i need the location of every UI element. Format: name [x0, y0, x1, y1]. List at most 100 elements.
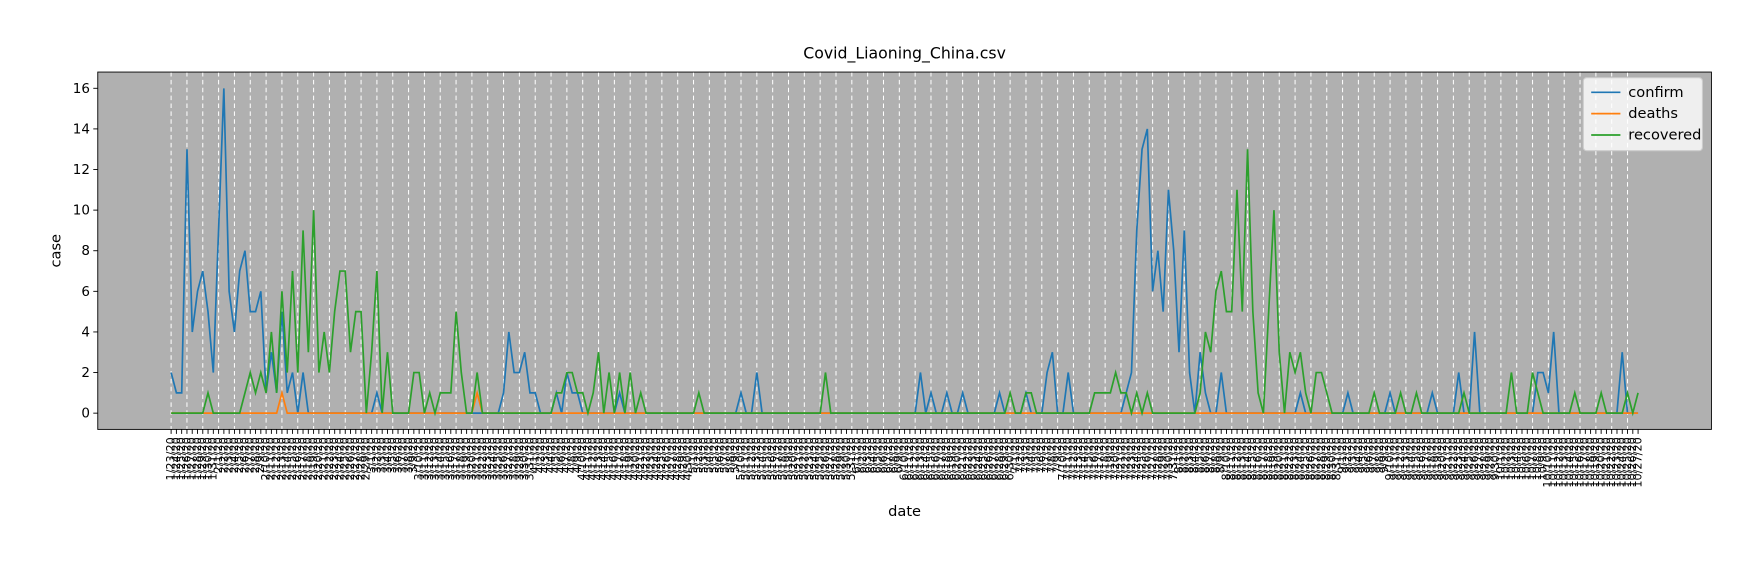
x-tick-label: 7/19/20 — [1104, 437, 1117, 480]
x-tick-label: 4/6/20 — [555, 437, 568, 473]
x-tick-label: 9/19/20 — [1431, 437, 1444, 480]
x-tick-label: 2/24/20 — [333, 437, 346, 480]
x-tick-label: 10/25/20 — [1621, 437, 1634, 487]
x-tick-label: 3/2/20 — [370, 437, 383, 473]
x-tick-label: 6/30/20 — [1004, 437, 1017, 480]
y-tick-label: 2 — [81, 365, 90, 381]
x-tick-label: 7/9/20 — [1051, 437, 1064, 473]
x-tick-label: 10/13/20 — [1558, 437, 1571, 487]
x-tick-label: 1/23/20 — [164, 437, 177, 480]
x-tick-label: 3/19/20 — [460, 437, 473, 480]
x-tick-label: 9/5/20 — [1357, 437, 1370, 473]
x-tick-label: 6/1/20 — [850, 437, 863, 473]
x-tick-label: 2/22/20 — [323, 437, 336, 480]
x-tick-label: 7/22/20 — [1120, 437, 1133, 480]
x-tick-label: 6/14/20 — [919, 437, 932, 480]
x-tick-label: 9/4/20 — [1352, 437, 1365, 473]
x-tick-label: 10/26/20 — [1626, 437, 1639, 487]
x-tick-label: 6/4/20 — [866, 437, 879, 473]
x-tick-label: 4/5/20 — [550, 437, 563, 473]
x-tick-label: 7/27/20 — [1146, 437, 1159, 480]
x-tick-label: 6/9/20 — [893, 437, 906, 473]
x-tick-label: 8/27/20 — [1310, 437, 1323, 480]
x-tick-label: 7/26/20 — [1141, 437, 1154, 480]
x-tick-label: 2/21/20 — [318, 437, 331, 480]
x-tick-label: 6/27/20 — [988, 437, 1001, 480]
x-tick-label: 8/26/20 — [1304, 437, 1317, 480]
x-tick-label: 4/7/20 — [560, 437, 573, 473]
x-tick-label: 3/23/20 — [481, 437, 494, 480]
x-tick-label: 3/10/20 — [412, 437, 425, 480]
x-tick-label: 10/7/20 — [1526, 437, 1539, 480]
x-tick-label: 10/18/20 — [1584, 437, 1597, 487]
x-tick-label: 3/21/20 — [471, 437, 484, 480]
x-tick-label: 9/7/20 — [1368, 437, 1381, 473]
x-tick-label: 9/13/20 — [1399, 437, 1412, 480]
x-tick-label: 8/10/20 — [1220, 437, 1233, 480]
x-tick-label: 5/13/20 — [750, 437, 763, 480]
x-tick-label: 6/6/20 — [877, 437, 890, 473]
x-tick-label: 7/10/20 — [1056, 437, 1069, 480]
x-tick-label: 3/18/20 — [455, 437, 468, 480]
x-tick-label: 4/14/20 — [597, 437, 610, 480]
x-tick-label: 4/25/20 — [655, 437, 668, 480]
x-tick-label: 5/8/20 — [724, 437, 737, 473]
x-tick-label: 5/29/20 — [835, 437, 848, 480]
x-tick-label: 9/24/20 — [1457, 437, 1470, 480]
x-tick-label: 8/7/20 — [1204, 437, 1217, 473]
x-tick-label: 3/13/20 — [428, 437, 441, 480]
x-tick-label: 5/3/20 — [697, 437, 710, 473]
x-tick-label: 10/14/20 — [1563, 437, 1576, 487]
x-tick-label: 8/28/20 — [1315, 437, 1328, 480]
x-tick-label: 5/26/20 — [819, 437, 832, 480]
x-tick-label: 3/17/20 — [449, 437, 462, 480]
x-tick-label: 6/8/20 — [887, 437, 900, 473]
x-tick-label: 10/27/20 — [1631, 437, 1644, 487]
x-tick-label: 5/9/20 — [729, 437, 742, 473]
x-tick-label: 10/1/20 — [1494, 437, 1507, 480]
x-tick-label: 3/27/20 — [502, 437, 515, 480]
x-tick-label: 7/14/20 — [1077, 437, 1090, 480]
x-tick-label: 4/9/20 — [571, 437, 584, 473]
x-tick-label: 1/28/20 — [191, 437, 204, 480]
x-tick-label: 3/3/20 — [376, 437, 389, 473]
x-tick-label: 6/12/20 — [909, 437, 922, 480]
x-tick-label: 9/20/20 — [1436, 437, 1449, 480]
x-tick-label: 1/24/20 — [170, 437, 183, 480]
x-tick-label: 7/31/20 — [1167, 437, 1180, 480]
x-tick-label: 6/10/20 — [898, 437, 911, 480]
x-tick-label: 6/13/20 — [914, 437, 927, 480]
x-tick-label: 10/9/20 — [1536, 437, 1549, 480]
x-tick-label: 6/24/20 — [972, 437, 985, 480]
x-tick-label: 4/8/20 — [566, 437, 579, 473]
x-tick-label: 10/3/20 — [1505, 437, 1518, 480]
x-axis-label: date — [888, 503, 921, 520]
x-tick-label: 4/30/20 — [682, 437, 695, 480]
x-tick-label: 5/4/20 — [703, 437, 716, 473]
x-tick-label: 9/12/20 — [1394, 437, 1407, 480]
x-tick-label: 10/17/20 — [1579, 437, 1592, 487]
x-tick-label: 2/3/20 — [223, 437, 236, 473]
x-tick-label: 7/17/20 — [1093, 437, 1106, 480]
x-tick-label: 10/23/20 — [1610, 437, 1623, 487]
x-tick-label: 9/3/20 — [1347, 437, 1360, 473]
x-tick-label: 5/22/20 — [798, 437, 811, 480]
x-tick-label: 9/23/20 — [1452, 437, 1465, 480]
x-tick-label: 9/22/20 — [1447, 437, 1460, 480]
x-tick-label: 5/2/20 — [692, 437, 705, 473]
x-tick-label: 6/16/20 — [930, 437, 943, 480]
x-tick-label: 8/15/20 — [1246, 437, 1259, 480]
x-tick-label: 10/22/20 — [1605, 437, 1618, 487]
x-tick-label: 7/13/20 — [1072, 437, 1085, 480]
x-tick-label: 7/25/20 — [1135, 437, 1148, 480]
x-tick-label: 3/30/20 — [518, 437, 531, 480]
x-tick-label: 7/18/20 — [1098, 437, 1111, 480]
x-tick-label: 9/9/20 — [1378, 437, 1391, 473]
x-tick-label: 10/15/20 — [1568, 437, 1581, 487]
x-tick-label: 7/4/20 — [1025, 437, 1038, 473]
x-tick-label: 7/23/20 — [1125, 437, 1138, 480]
x-tick-label: 2/19/20 — [307, 437, 320, 480]
x-tick-label: 1/30/20 — [201, 437, 214, 480]
x-tick-label: 9/17/20 — [1420, 437, 1433, 480]
x-tick-label: 7/30/20 — [1162, 437, 1175, 480]
